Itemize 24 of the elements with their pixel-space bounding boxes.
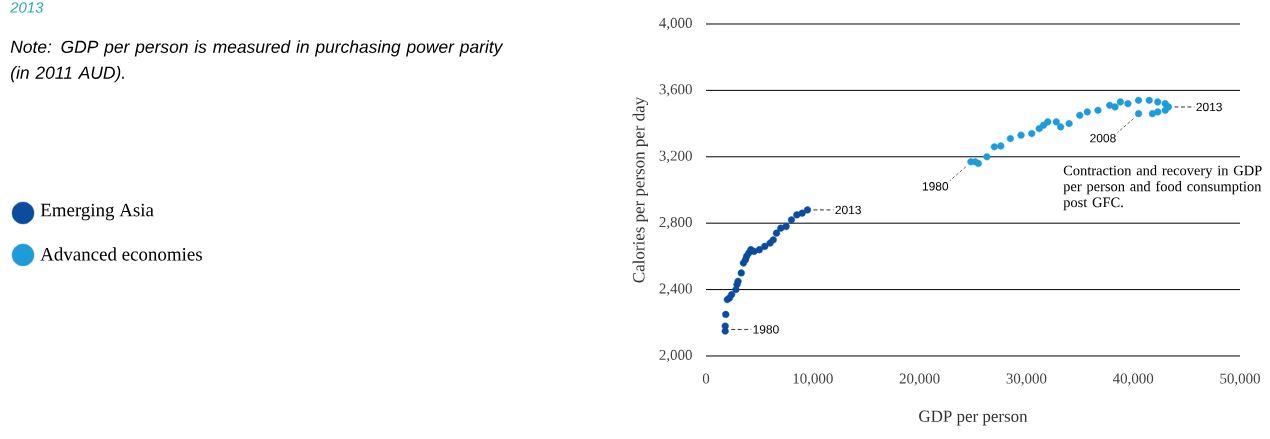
x-tick-label: 30,000 <box>1006 373 1047 386</box>
y-axis-title: Calories per person per day <box>632 96 649 283</box>
y-tick-label: 2,800 <box>659 217 692 230</box>
annotation: 2013 <box>835 205 861 215</box>
annotation: Contraction and recovery in GDP per person and food consumption post GFC. <box>1063 165 1262 211</box>
legend-label: Advanced economies <box>40 247 202 261</box>
x-axis-title: GDP per person <box>919 410 1028 426</box>
y-tick-label: 3,600 <box>659 84 692 97</box>
annotation: 2008 <box>1090 133 1116 143</box>
annotation: 1980 <box>922 182 949 191</box>
x-tick-label: 50,000 <box>1220 373 1260 386</box>
y-tick-label: 2,000 <box>659 349 692 363</box>
x-tick-label: 40,000 <box>1112 373 1154 386</box>
annotation: 1980 <box>753 325 779 334</box>
y-tick-label: 3,200 <box>659 150 692 163</box>
x-tick-label: 10,000 <box>793 373 833 386</box>
legend-label: Emerging Asia <box>40 203 154 221</box>
x-tick-label: 20,000 <box>899 373 940 386</box>
text: Note: GDP per person is measured in purchasing power parity (in 2011 AUD). <box>10 40 504 83</box>
text: 2013 <box>10 2 44 13</box>
y-tick-label: 4,000 <box>659 17 692 31</box>
annotation: 2013 <box>1196 102 1222 112</box>
x-tick-label: 0 <box>702 373 710 384</box>
y-tick-label: 2,400 <box>659 283 692 296</box>
